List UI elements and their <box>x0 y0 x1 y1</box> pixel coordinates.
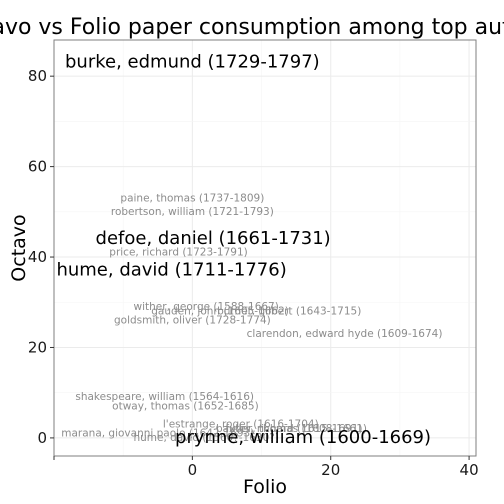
point-label: hume, david (1560?-1630?) <box>133 432 278 444</box>
y-tick-label: 20 <box>28 338 47 356</box>
plot-panel <box>53 39 477 457</box>
point-label: otway, thomas (1652-1685) <box>112 400 259 412</box>
point-label: l'estrange, roger (1616-1704) <box>163 418 319 430</box>
point-label: burnet, gilbert (1643-1715) <box>217 305 361 317</box>
point-label: goldsmith, oliver (1728-1774) <box>114 314 271 326</box>
grid <box>53 40 476 456</box>
y-tick-label: 0 <box>37 429 47 447</box>
point-label: robertson, william (1721-1793) <box>111 206 274 218</box>
point-label: fuller, thomas (1608-1661) <box>225 423 367 435</box>
point-label: paine, thomas (1737-1809) <box>120 192 264 204</box>
x-tick-label: 20 <box>321 461 340 479</box>
point-label: clarendon, edward hyde (1609-1674) <box>247 328 443 340</box>
x-tick-label: 0 <box>188 461 198 479</box>
point-label: marana, giovanni paolo (1642-1693) <box>61 427 254 439</box>
point-label: prynne, william (1600-1669) <box>175 427 431 448</box>
point-labels: burke, edmund (1729-1797) paine, thomas (… <box>56 52 442 448</box>
point-label: burke, edmund (1729-1797) <box>65 52 320 73</box>
point-label: gauden, john (1605-1662) <box>151 305 289 317</box>
x-tick-label: 40 <box>460 461 479 479</box>
point-label: shakespeare, william (1564-1616) <box>75 391 254 403</box>
x-axis-title: Folio <box>243 476 287 498</box>
y-tick-label: 60 <box>28 158 47 176</box>
point-label: defoe, daniel (1661-1731) <box>96 228 331 249</box>
y-tick-label: 40 <box>28 248 47 266</box>
axes: 0 20 40 0 20 40 60 80 <box>28 67 479 479</box>
point-label: wither, george (1588-1667) <box>134 301 279 313</box>
y-tick-label: 80 <box>28 67 47 85</box>
point-label: baxter, richard (1615-1691) <box>216 423 363 435</box>
point-label: hume, david (1711-1776) <box>56 260 286 281</box>
y-axis-title: Octavo <box>8 214 30 281</box>
chart-title: Octavo vs Folio paper consumption among … <box>0 15 504 40</box>
point-label: price, richard (1723-1791) <box>109 247 247 259</box>
